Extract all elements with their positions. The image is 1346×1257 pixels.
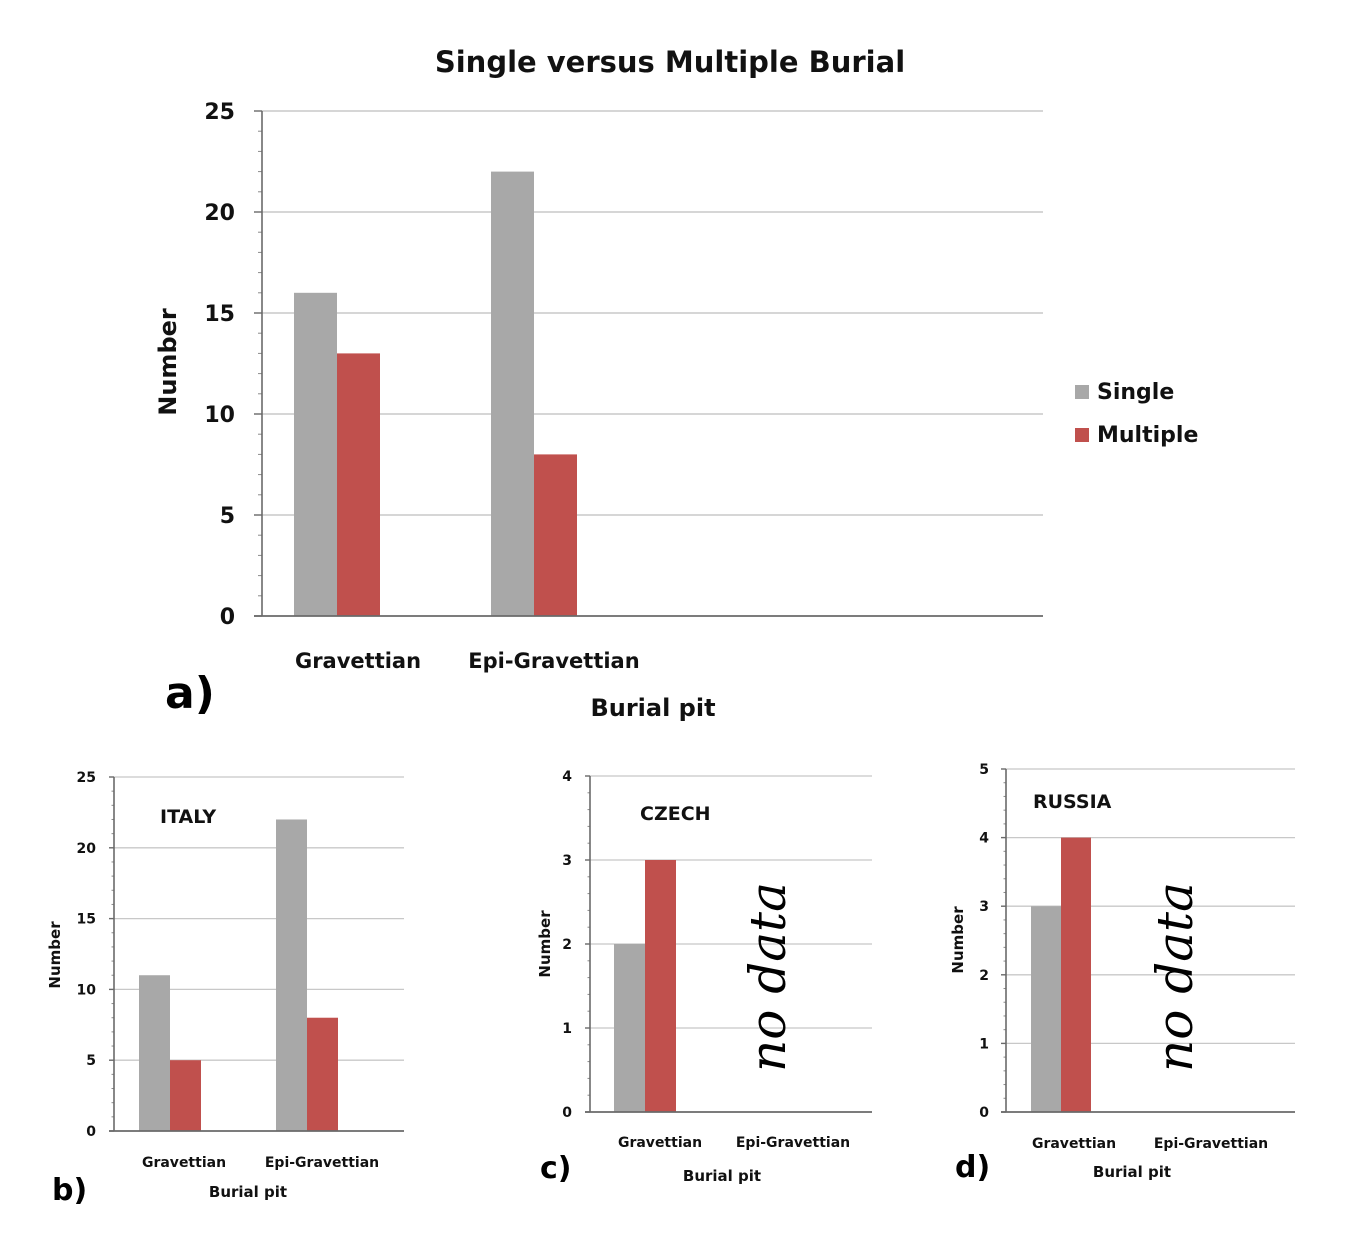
panel-label: d) [955,1150,990,1185]
y-tick-label: 1 [562,1021,572,1037]
y-axis-title: Number [154,308,182,416]
x-category-label: Gravettian [1032,1136,1116,1152]
bar-multiple-gravettian [1061,837,1091,1112]
y-axis-title: Number [536,910,554,978]
legend-label: Multiple [1097,423,1198,448]
y-axis-title: Number [949,906,967,974]
chart-panel-2: 0 5 10 15 20 25 Gravettian Epi-Gravettian Burial… [46,770,404,1208]
legend: Single Multiple [1075,380,1198,448]
x-axis-title: Burial pit [590,694,715,722]
panel-label: c) [540,1151,572,1186]
y-tick-label: 25 [77,770,96,786]
x-axis-title: Burial pit [209,1183,287,1201]
bar-multiple-epi-gravettian [307,1017,338,1131]
no-data-label: no data [739,882,797,1072]
y-tick-label: 2 [979,968,989,984]
y-tick-label: 0 [220,605,235,630]
y-tick-label: 15 [204,302,235,327]
y-tick-label: 15 [77,912,96,928]
y-tick-label: 4 [562,769,572,785]
bar-multiple-gravettian [170,1060,201,1131]
bar-single-gravettian [294,292,337,616]
y-tick-label: 25 [204,100,235,125]
chart-panel-1: 0 5 10 15 20 25 Gravettian Epi-Gravettian Burial… [154,45,1043,722]
y-tick-label: 2 [562,937,572,953]
y-tick-label: 5 [220,504,235,529]
bar-multiple-epi-gravettian [534,454,577,616]
bar-multiple-gravettian [645,860,676,1112]
legend-label: Single [1097,380,1174,405]
legend-swatch-multiple [1075,428,1089,442]
y-tick-label: 10 [77,982,97,998]
no-data-label: no data [1146,882,1204,1072]
y-tick-label: 20 [204,201,235,226]
y-axis-title: Number [46,921,64,989]
x-category-label: Epi-Gravettian [736,1135,850,1151]
panel-label: b) [52,1173,87,1208]
bar-single-epi-gravettian [276,819,307,1131]
y-tick-label: 5 [86,1053,96,1069]
bar-multiple-gravettian [337,353,380,616]
chart-panel-4: 0 1 2 3 4 5 Gravettian Epi-Gravettian Burial pit… [949,762,1295,1185]
y-tick-label: 3 [979,899,989,915]
x-category-label: Gravettian [142,1155,226,1171]
y-tick-label: 3 [562,853,572,869]
bar-single-gravettian [614,944,645,1112]
bar-single-epi-gravettian [491,171,534,616]
x-category-label: Epi-Gravettian [468,649,639,673]
panel-label: a) [165,668,215,719]
x-category-label: Epi-Gravettian [1154,1136,1268,1152]
x-category-label: Epi-Gravettian [265,1155,379,1171]
y-tick-label: 0 [979,1105,989,1121]
x-category-label: Gravettian [295,649,421,673]
country-annotation: CZECH [640,803,711,825]
country-annotation: RUSSIA [1033,791,1112,813]
y-tick-label: 5 [979,762,989,778]
y-tick-label: 0 [562,1105,572,1121]
bar-single-gravettian [139,975,170,1131]
x-axis-title: Burial pit [683,1167,761,1185]
y-tick-label: 10 [204,403,235,428]
y-tick-label: 4 [979,831,989,847]
x-axis-title: Burial pit [1093,1163,1171,1181]
bar-single-gravettian [1031,906,1061,1112]
x-category-label: Gravettian [618,1135,702,1151]
chart-title: Single versus Multiple Burial [435,45,905,79]
chart-panel-3: 0 1 2 3 4 Gravettian Epi-Gravettian Burial pit N… [536,769,872,1186]
country-annotation: ITALY [160,806,216,828]
y-tick-label: 1 [979,1036,989,1052]
legend-swatch-single [1075,385,1089,399]
y-tick-label: 0 [86,1124,96,1140]
y-tick-label: 20 [77,841,97,857]
